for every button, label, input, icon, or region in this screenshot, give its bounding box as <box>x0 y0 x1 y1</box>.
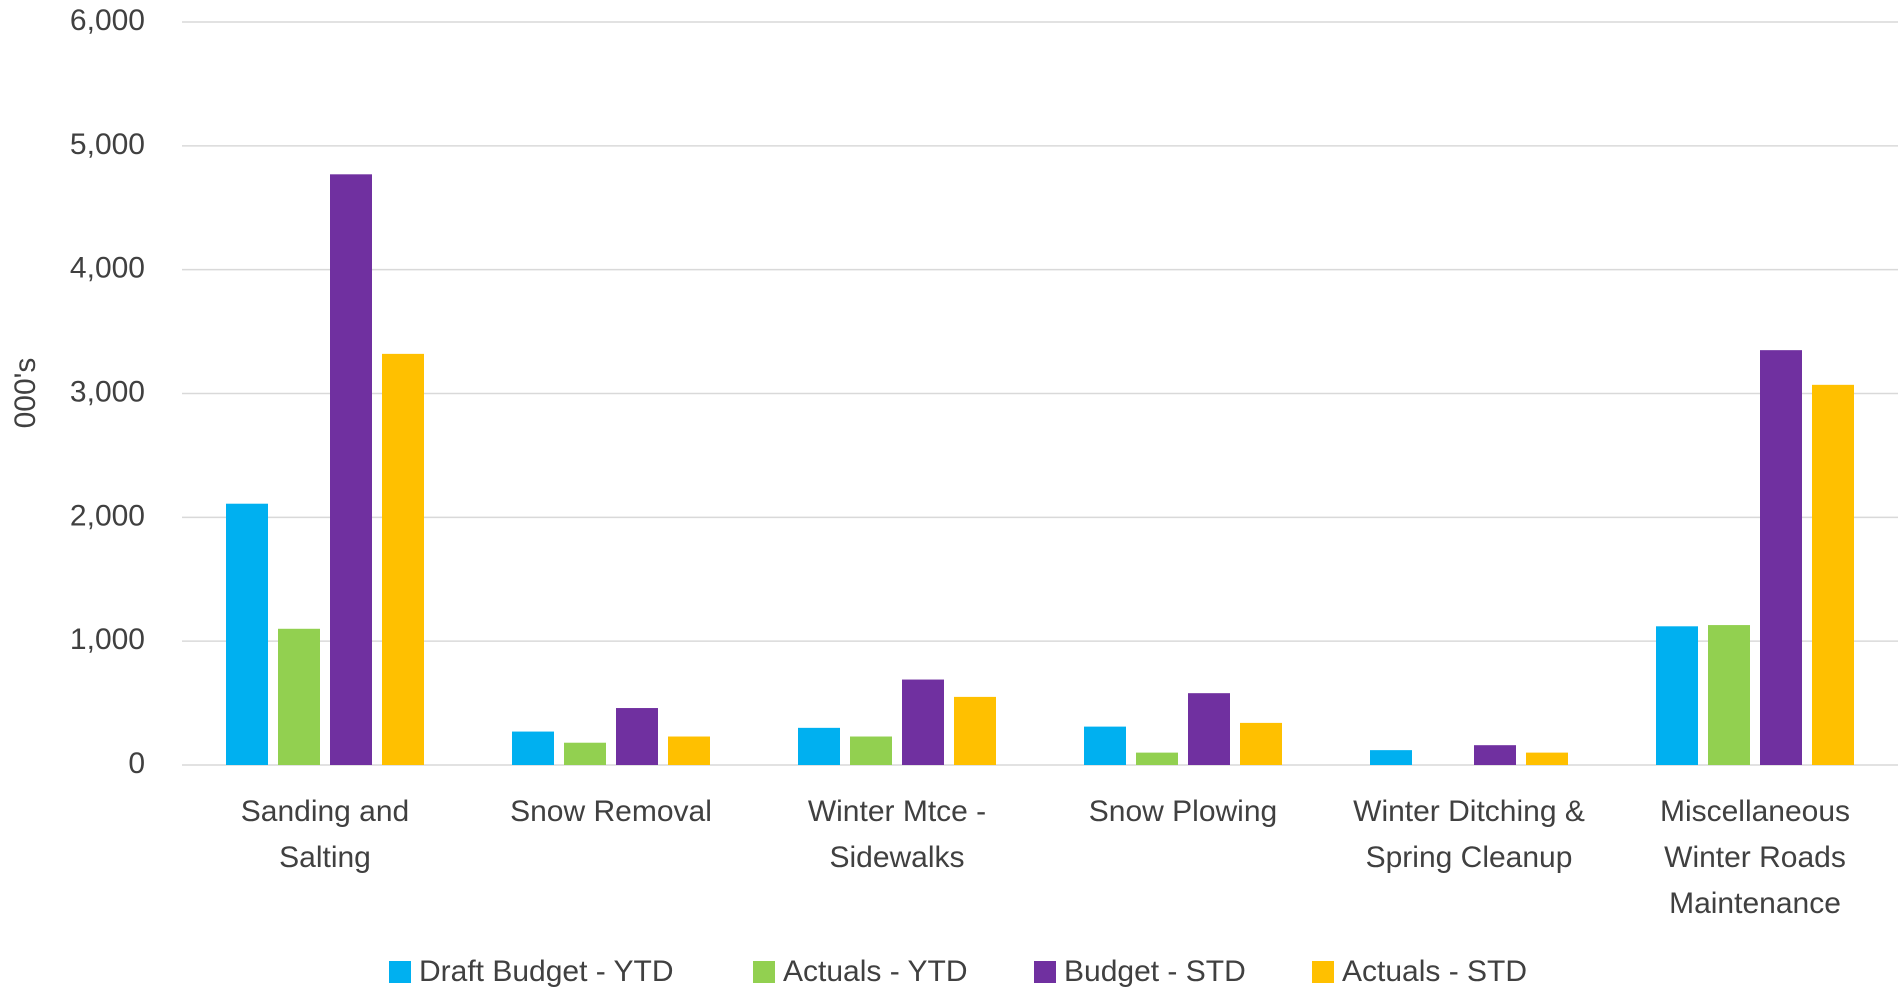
bar <box>1526 752 1568 765</box>
bar <box>668 736 710 765</box>
bar <box>1240 722 1282 765</box>
legend-label: Budget - STD <box>1064 955 1246 988</box>
bar <box>1084 726 1126 765</box>
y-tick-label: 6,000 <box>70 4 145 37</box>
x-tick-label: Winter Ditching & Spring Cleanup <box>1353 795 1585 874</box>
x-tick-label: Winter Mtce -Sidewalks <box>808 795 986 874</box>
bar <box>954 696 996 765</box>
x-tick-label: Snow Plowing <box>1089 795 1277 828</box>
y-tick-label: 5,000 <box>70 128 145 161</box>
legend-swatch <box>1034 961 1056 983</box>
bar <box>1370 750 1412 765</box>
bar <box>902 679 944 765</box>
legend-swatch <box>753 961 775 983</box>
legend-label: Actuals - YTD <box>783 955 968 988</box>
bar <box>1812 384 1854 765</box>
legend-label: Actuals - STD <box>1342 955 1527 988</box>
y-tick-label: 3,000 <box>70 375 145 408</box>
y-tick-label: 4,000 <box>70 252 145 285</box>
bar <box>330 174 372 765</box>
bar <box>798 727 840 765</box>
legend-swatch <box>1312 961 1334 983</box>
bar <box>616 708 658 765</box>
legend-swatch <box>389 961 411 983</box>
bar <box>850 736 892 765</box>
x-tick-label: Sanding and Salting <box>241 795 410 874</box>
bar <box>1136 752 1178 765</box>
y-tick-label: 0 <box>128 747 145 780</box>
y-tick-label: 2,000 <box>70 499 145 532</box>
bar <box>1760 350 1802 765</box>
y-axis-label: 000's <box>9 358 42 429</box>
bar <box>564 742 606 765</box>
legend-label: Draft Budget - YTD <box>419 955 674 988</box>
bar <box>1656 626 1698 765</box>
bar <box>1474 745 1516 765</box>
x-tick-label: Miscellaneous Winter Roads Maintenance <box>1660 795 1850 920</box>
bar <box>382 353 424 765</box>
y-tick-label: 1,000 <box>70 623 145 656</box>
bar <box>1708 625 1750 765</box>
bar <box>1188 693 1230 765</box>
bar <box>278 628 320 765</box>
bar <box>226 503 268 765</box>
bar <box>512 731 554 765</box>
x-tick-label: Snow Removal <box>510 795 712 828</box>
